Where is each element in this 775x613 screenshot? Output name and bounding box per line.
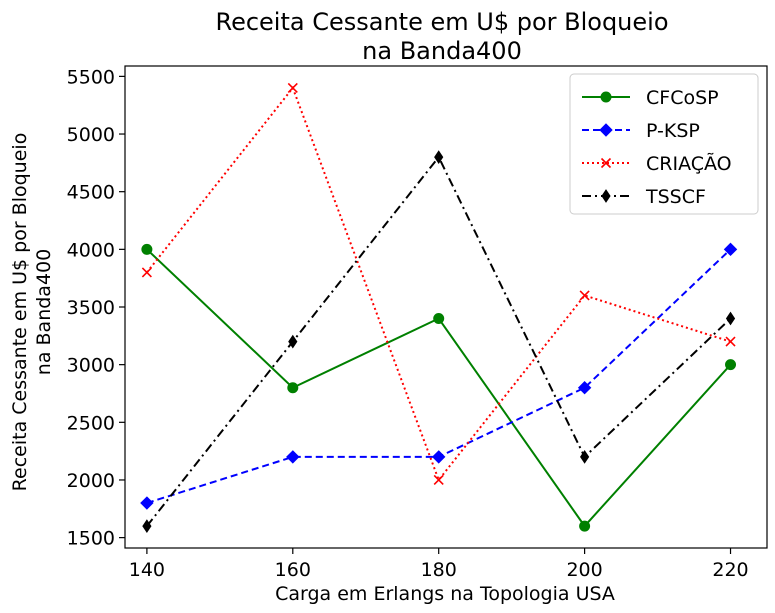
series-4-point — [434, 150, 444, 164]
series-1-point — [141, 243, 153, 255]
series-3-point — [579, 290, 590, 301]
y-tick-label: 1500 — [67, 528, 115, 550]
legend-item: CRIAÇÃO — [582, 152, 732, 175]
plot-area: 140 160 180 200 220 1500 2000 2500 3000 3500 4000… — [67, 65, 768, 581]
x-tick-label: 220 — [712, 559, 748, 581]
series-1-point — [579, 520, 591, 532]
legend-label: CFCoSP — [646, 87, 719, 109]
legend-item: P-KSP — [582, 120, 700, 142]
series-4-point — [142, 519, 152, 533]
series-2-point — [723, 242, 738, 257]
y-axis-label-line-1: Receita Cessante em U$ por Bloqueio — [9, 133, 31, 492]
series-3-point — [725, 336, 736, 347]
x-axis-label: Carga em Erlangs na Topologia USA — [275, 583, 615, 605]
x-tick-label: 140 — [129, 559, 165, 581]
legend: CFCoSP P-KSP CRIAÇÃO TSSCF — [569, 73, 759, 215]
series-1 — [141, 243, 737, 532]
x-tick-label: 160 — [275, 559, 311, 581]
y-tick-label: 4000 — [67, 239, 115, 261]
series-1-point — [287, 382, 299, 394]
series-2-point — [140, 496, 154, 510]
series-2-point — [431, 450, 446, 464]
legend-item: CFCoSP — [582, 87, 719, 109]
y-tick-label: 2500 — [67, 412, 115, 434]
legend-label: CRIAÇÃO — [646, 152, 732, 175]
y-axis: 1500 2000 2500 3000 3500 4000 4500 5000 5500 — [67, 66, 125, 550]
x-axis: 140 160 180 200 220 — [129, 548, 749, 581]
series-4-point — [580, 450, 590, 464]
legend-point — [600, 157, 612, 169]
series-3-point — [141, 267, 152, 278]
legend-label: P-KSP — [646, 120, 700, 142]
x-tick-label: 200 — [566, 559, 602, 581]
series-4 — [142, 150, 736, 533]
x-tick-label: 180 — [421, 559, 457, 581]
series-1-point — [725, 359, 737, 371]
series-4-point — [288, 334, 298, 349]
legend-point — [601, 189, 611, 203]
series-3-point — [287, 82, 298, 93]
series-2 — [140, 242, 738, 510]
series-4-point — [725, 311, 736, 326]
y-axis-label: Receita Cessante em U$ por Bloqueio na B… — [9, 133, 55, 492]
series-3-line — [146, 85, 731, 482]
y-axis-label-line-2: na Banda400 — [33, 249, 55, 375]
series-3-point — [433, 474, 444, 486]
y-tick-label: 2000 — [67, 470, 115, 492]
series-2-point — [286, 450, 300, 464]
y-tick-label: 4500 — [67, 182, 115, 204]
series-2-point — [577, 381, 592, 395]
y-tick-label: 5500 — [67, 66, 115, 88]
legend-item: TSSCF — [582, 186, 706, 208]
chart-title-line-1: Receita Cessante em U$ por Bloqueio — [215, 8, 668, 36]
chart-title-line-2: na Banda400 — [362, 37, 522, 65]
legend-label: TSSCF — [645, 186, 706, 208]
series-layer — [140, 82, 738, 533]
y-tick-label: 3000 — [67, 355, 115, 377]
y-tick-label: 3500 — [67, 297, 115, 319]
legend-point — [600, 91, 612, 103]
series-3 — [141, 82, 736, 486]
legend-point — [599, 123, 613, 137]
legend-box — [569, 73, 759, 215]
series-1-point — [433, 313, 445, 325]
series-1-line — [146, 248, 732, 528]
series-2-line — [146, 248, 732, 504]
y-tick-label: 5000 — [67, 124, 115, 146]
